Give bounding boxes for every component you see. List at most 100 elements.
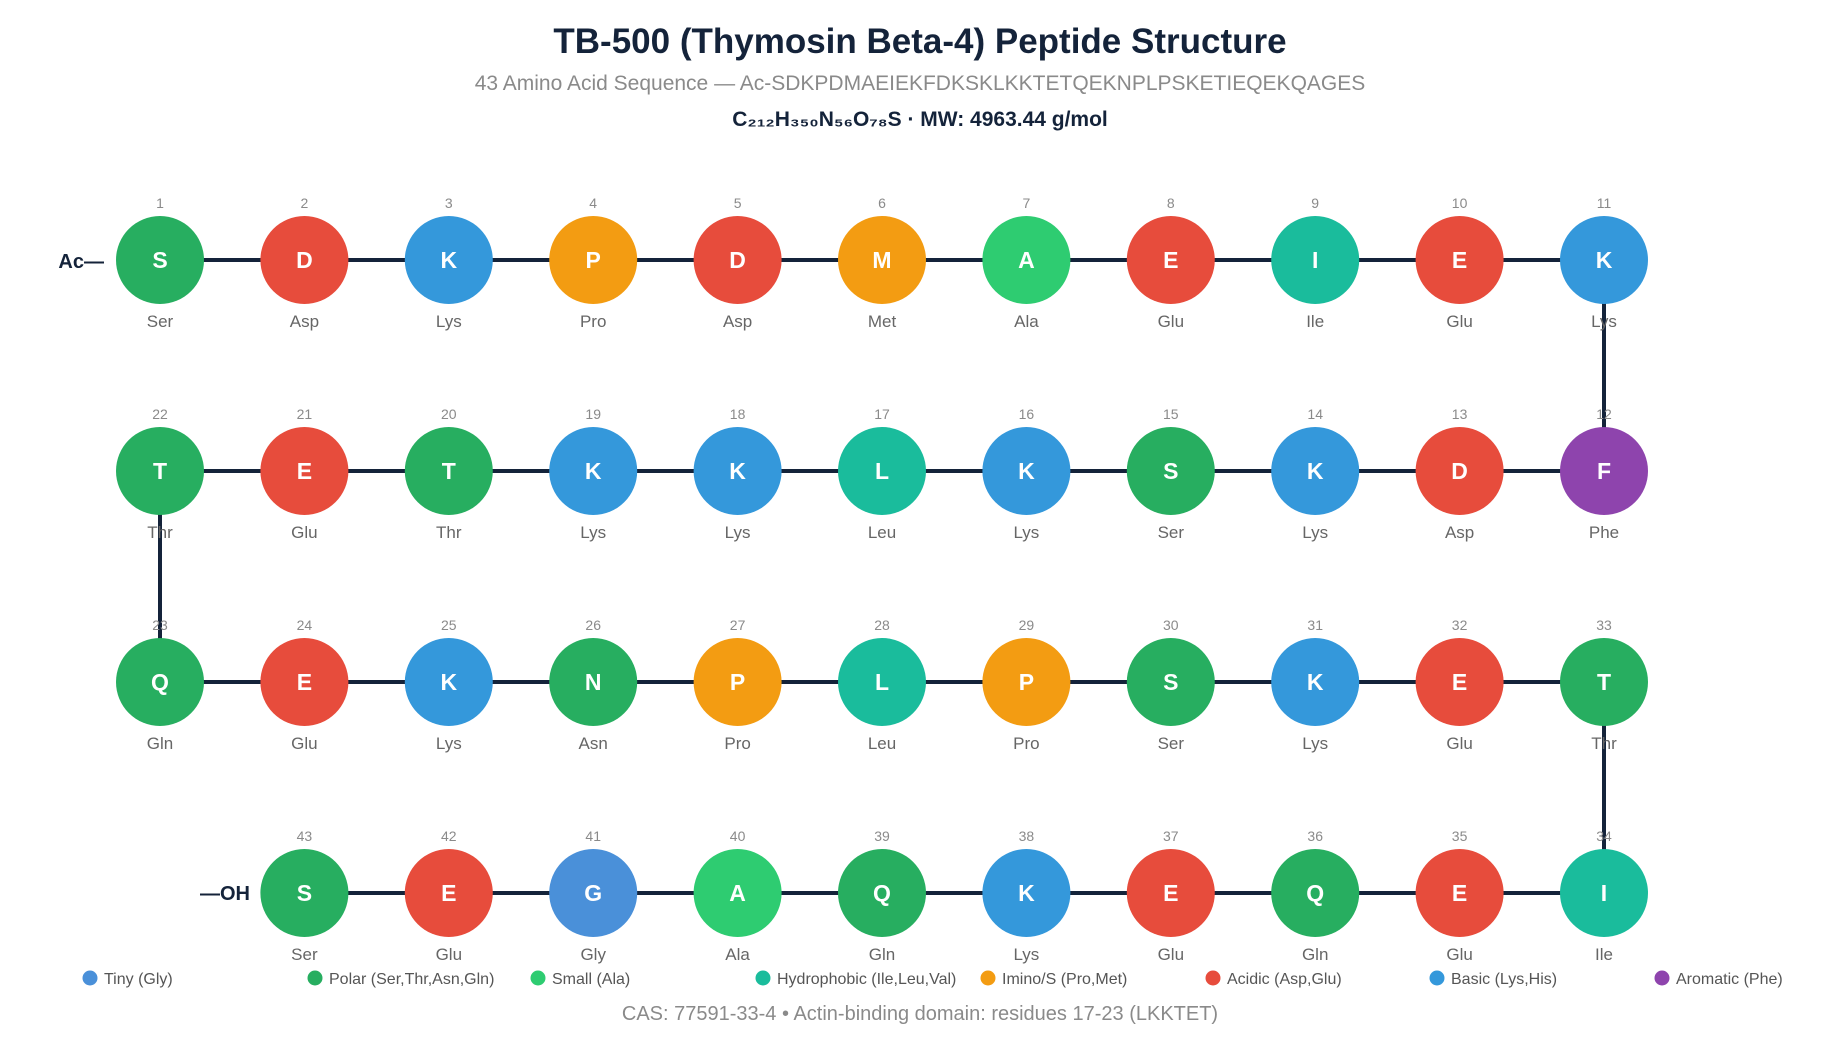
residue-code: Glu: [1158, 312, 1184, 331]
residue-code: Asp: [290, 312, 319, 331]
residue-letter: S: [1163, 669, 1178, 695]
legend-swatch: [980, 970, 996, 986]
residue-27: P 27 Pro: [693, 617, 782, 753]
residue-circle: [693, 849, 782, 937]
residue-40: A 40 Ala: [693, 828, 782, 964]
residue-circle: [1415, 427, 1504, 515]
residue-letter: M: [872, 247, 891, 273]
residue-code: Asn: [579, 734, 608, 753]
residue-number: 3: [445, 195, 453, 211]
residue-letter: K: [440, 669, 457, 695]
residue-circle: [404, 216, 493, 304]
sequence-subtitle: 43 Amino Acid Sequence — Ac-SDKPDMAEIEKF…: [474, 72, 1366, 95]
residue-12: F 12 Phe: [1560, 406, 1648, 542]
residue-code: Thr: [147, 523, 173, 542]
residue-2: D 2 Asp: [260, 195, 349, 331]
residue-28: L 28 Leu: [838, 617, 926, 753]
residue-circle: [1271, 427, 1360, 515]
residue-code: Glu: [1446, 945, 1472, 964]
residue-17: L 17 Leu: [838, 406, 926, 542]
residue-circle: [838, 849, 926, 937]
residue-letter: P: [730, 669, 745, 695]
residue-letter: K: [1307, 458, 1324, 484]
residue-circle: [1126, 216, 1215, 304]
legend-swatch: [1205, 970, 1221, 986]
residue-circle: [1126, 427, 1215, 515]
residue-code: Thr: [436, 523, 462, 542]
residue-code: Lys: [436, 312, 462, 331]
residue-code: Ile: [1306, 312, 1324, 331]
legend-label: Hydrophobic (Ile,Leu,Val): [777, 971, 956, 988]
legend-label: Acidic (Asp,Glu): [1227, 971, 1342, 988]
termini-labels: Ac— —OH: [58, 251, 250, 905]
residue-letter: N: [585, 669, 602, 695]
residue-letter: E: [441, 880, 456, 906]
residue-number: 8: [1167, 195, 1175, 211]
residue-number: 25: [441, 617, 457, 633]
residue-letter: E: [1452, 247, 1467, 273]
residue-code: Ile: [1595, 945, 1613, 964]
residue-number: 9: [1311, 195, 1319, 211]
residue-circle: [260, 216, 349, 304]
residue-circle: [693, 216, 782, 304]
residue-circle: [838, 638, 926, 726]
legend-swatch: [530, 970, 546, 986]
residue-15: S 15 Ser: [1126, 406, 1215, 542]
residue-code: Gln: [147, 734, 173, 753]
residue-letter: P: [586, 247, 601, 273]
residue-letter: D: [1451, 458, 1468, 484]
residue-35: E 35 Glu: [1415, 828, 1504, 964]
residue-code: Leu: [868, 734, 896, 753]
residue-letter: K: [1307, 669, 1324, 695]
residue-letter: E: [1452, 880, 1467, 906]
residue-code: Glu: [1446, 312, 1472, 331]
residue-letter: K: [1018, 458, 1035, 484]
residue-37: E 37 Glu: [1126, 828, 1215, 964]
residue-code: Lys: [1591, 312, 1617, 331]
legend-item-hydrophobic: Hydrophobic (Ile,Leu,Val): [755, 970, 956, 988]
residue-6: M 6 Met: [838, 195, 926, 331]
residue-letter: T: [153, 458, 167, 484]
residue-letter: E: [297, 458, 312, 484]
residue-circle: [549, 849, 638, 937]
residue-letter: K: [1596, 247, 1613, 273]
residue-code: Lys: [1302, 523, 1328, 542]
residue-code: Gly: [580, 945, 606, 964]
residue-letter: T: [442, 458, 456, 484]
residue-circle: [116, 427, 204, 515]
residue-code: Phe: [1589, 523, 1619, 542]
residue-number: 32: [1452, 617, 1468, 633]
residue-number: 38: [1019, 828, 1035, 844]
residue-number: 20: [441, 406, 457, 422]
residue-circle: [116, 216, 204, 304]
residue-letter: G: [584, 880, 602, 906]
residue-20: T 20 Thr: [404, 406, 493, 542]
residue-letter: T: [1597, 669, 1611, 695]
residue-31: K 31 Lys: [1271, 617, 1360, 753]
legend-swatch: [307, 970, 323, 986]
residue-circle: [549, 427, 638, 515]
legend-item-polar: Polar (Ser,Thr,Asn,Gln): [307, 970, 494, 988]
residue-circle: [982, 638, 1071, 726]
residue-code: Ala: [1014, 312, 1039, 331]
residue-11: K 11 Lys: [1560, 195, 1648, 331]
residue-circle: [982, 427, 1071, 515]
footer-note: CAS: 77591-33-4 • Actin-binding domain: …: [621, 1003, 1219, 1025]
residue-43: S 43 Ser: [260, 828, 349, 964]
residue-circle: [404, 849, 493, 937]
residue-circle: [693, 638, 782, 726]
residue-19: K 19 Lys: [549, 406, 638, 542]
residue-circle: [1126, 638, 1215, 726]
residue-letter: F: [1597, 458, 1611, 484]
residue-4: P 4 Pro: [549, 195, 638, 331]
residue-circle: [549, 216, 638, 304]
residue-number: 31: [1307, 617, 1323, 633]
residue-34: I 34 Ile: [1560, 828, 1648, 964]
legend-item-imino: Imino/S (Pro,Met): [980, 970, 1127, 988]
residue-22: T 22 Thr: [116, 406, 204, 542]
residue-circle: [982, 216, 1071, 304]
residue-letter: Q: [873, 880, 891, 906]
residue-13: D 13 Asp: [1415, 406, 1504, 542]
residue-code: Lys: [436, 734, 462, 753]
residue-circle: [1126, 849, 1215, 937]
